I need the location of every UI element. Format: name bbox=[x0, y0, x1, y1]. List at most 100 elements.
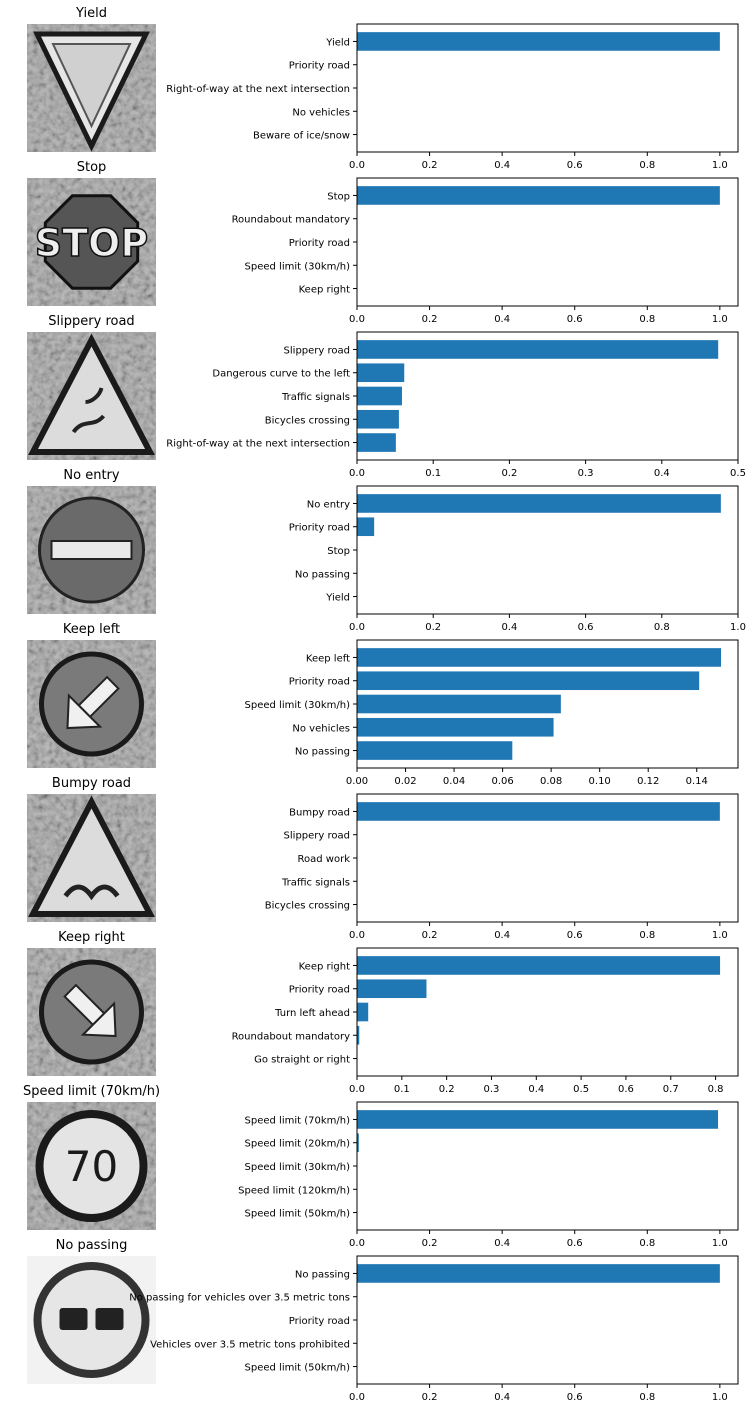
sign-image: STOP bbox=[27, 178, 156, 306]
category-label: Keep left bbox=[306, 653, 350, 664]
bar bbox=[357, 1002, 369, 1022]
arrow-down-right-icon bbox=[63, 983, 117, 1038]
bar bbox=[357, 741, 513, 760]
bar bbox=[357, 340, 719, 359]
category-label: Beware of ice/snow bbox=[253, 131, 350, 142]
category-label: Right-of-way at the next intersection bbox=[166, 84, 350, 95]
speed-limit-circle-icon bbox=[35, 1110, 148, 1222]
category-label: Priority road bbox=[289, 61, 350, 72]
category-label: Go straight or right bbox=[254, 1055, 350, 1066]
x-tick-label: 1.0 bbox=[712, 160, 728, 171]
prediction-row: Keep right Keep right Priority road Turn le… bbox=[27, 930, 739, 1095]
prediction-row: Stop STOP Stop Roundabout mandatory Priority… bbox=[27, 160, 739, 325]
category-label: Turn left ahead bbox=[274, 1008, 350, 1019]
x-tick-label: 0.7 bbox=[663, 1084, 679, 1095]
sign-title: No passing bbox=[56, 1238, 128, 1253]
bar bbox=[357, 648, 722, 667]
category-label: No vehicles bbox=[292, 107, 350, 118]
axes-frame bbox=[356, 1255, 739, 1385]
x-tick-label: 0.0 bbox=[349, 1392, 365, 1403]
warning-triangle-icon bbox=[28, 333, 155, 455]
sign-image bbox=[27, 794, 156, 922]
x-tick-label: 0.0 bbox=[349, 1238, 365, 1249]
bar bbox=[357, 1133, 359, 1153]
bar-chart: Keep right Priority road Turn left ahead Ro… bbox=[232, 947, 739, 1095]
axes-frame bbox=[356, 1101, 739, 1231]
bar bbox=[357, 671, 700, 691]
category-label: Dangerous curve to the left bbox=[212, 369, 350, 380]
axes-frame bbox=[356, 177, 739, 307]
bar-chart: Slippery road Dangerous curve to the left… bbox=[166, 331, 746, 479]
category-label: No passing bbox=[295, 1269, 350, 1280]
category-label: Bumpy road bbox=[289, 807, 350, 818]
bar bbox=[357, 517, 375, 537]
x-tick-label: 0.6 bbox=[567, 160, 583, 171]
x-tick-label: 0.08 bbox=[540, 776, 562, 787]
x-tick-label: 0.04 bbox=[443, 776, 465, 787]
x-tick-label: 0.12 bbox=[637, 776, 659, 787]
x-tick-label: 0.6 bbox=[618, 1084, 634, 1095]
bar-chart: Speed limit (70km/h) Speed limit (20km/h)… bbox=[238, 1101, 739, 1249]
sign-image bbox=[27, 1256, 156, 1384]
category-label: Speed limit (50km/h) bbox=[245, 1363, 351, 1374]
category-label: No passing bbox=[295, 569, 350, 580]
sign-title: Keep left bbox=[63, 622, 120, 637]
x-tick-label: 0.8 bbox=[639, 1392, 655, 1403]
bar-chart: No entry Priority road Stop No passing Yield… bbox=[289, 485, 746, 633]
stop-octagon-icon bbox=[43, 194, 140, 290]
car-right-icon bbox=[95, 1308, 124, 1330]
x-tick-label: 1.0 bbox=[712, 1238, 728, 1249]
category-label: Priority road bbox=[289, 238, 350, 249]
x-tick-label: 0.4 bbox=[528, 1084, 544, 1095]
warning-triangle-icon bbox=[28, 795, 155, 917]
category-label: Bicycles crossing bbox=[265, 901, 350, 912]
category-label: Priority road bbox=[289, 1316, 350, 1327]
bar bbox=[357, 979, 427, 999]
category-label: Speed limit (30km/h) bbox=[245, 261, 351, 272]
x-tick-label: 0.0 bbox=[349, 1084, 365, 1095]
sign-title: Keep right bbox=[58, 930, 125, 945]
x-tick-label: 1.0 bbox=[712, 930, 728, 941]
x-tick-label: 0.4 bbox=[494, 1392, 510, 1403]
sign-title: Stop bbox=[77, 160, 107, 175]
x-tick-label: 0.6 bbox=[567, 1392, 583, 1403]
x-tick-label: 0.06 bbox=[491, 776, 513, 787]
x-tick-label: 0.1 bbox=[425, 468, 441, 479]
bar bbox=[357, 1110, 719, 1129]
bar bbox=[357, 802, 720, 821]
bar bbox=[357, 32, 720, 51]
x-tick-label: 0.00 bbox=[346, 776, 368, 787]
x-tick-label: 0.6 bbox=[567, 1238, 583, 1249]
no-entry-bar-icon bbox=[50, 540, 133, 560]
category-label: Right-of-way at the next intersection bbox=[166, 439, 350, 450]
x-tick-label: 0.3 bbox=[484, 1084, 500, 1095]
category-label: Slippery road bbox=[284, 345, 350, 356]
category-label: Speed limit (20km/h) bbox=[245, 1139, 351, 1150]
prediction-row: Yield Yield Priority road Right-of-way at t… bbox=[27, 6, 739, 171]
x-tick-label: 0.8 bbox=[639, 930, 655, 941]
prediction-row: No passing No passing No passing for vehic… bbox=[27, 1238, 739, 1403]
category-label: Speed limit (70km/h) bbox=[245, 1115, 351, 1126]
sign-image: 70 bbox=[27, 1102, 156, 1230]
x-tick-label: 0.0 bbox=[349, 468, 365, 479]
category-label: Road work bbox=[298, 854, 351, 865]
sign-title: No entry bbox=[63, 468, 119, 483]
category-label: No passing for vehicles over 3.5 metric … bbox=[129, 1293, 350, 1304]
x-tick-label: 0.8 bbox=[654, 622, 670, 633]
prediction-row: Speed limit (70km/h) 70 Speed limit (70km/… bbox=[23, 1084, 739, 1249]
category-label: Bicycles crossing bbox=[265, 415, 350, 426]
x-tick-label: 0.2 bbox=[425, 622, 441, 633]
x-tick-label: 1.0 bbox=[712, 314, 728, 325]
x-tick-label: 0.4 bbox=[494, 930, 510, 941]
x-tick-label: 0.14 bbox=[686, 776, 708, 787]
x-tick-label: 0.0 bbox=[349, 160, 365, 171]
bar-chart: No passing No passing for vehicles over 3… bbox=[129, 1255, 739, 1403]
category-label: Speed limit (50km/h) bbox=[245, 1209, 351, 1220]
x-tick-label: 0.8 bbox=[639, 160, 655, 171]
category-label: No vehicles bbox=[292, 723, 350, 734]
sign-title: Yield bbox=[75, 6, 107, 21]
bar bbox=[357, 433, 396, 452]
axes-frame bbox=[356, 23, 739, 153]
x-tick-label: 0.5 bbox=[730, 468, 746, 479]
